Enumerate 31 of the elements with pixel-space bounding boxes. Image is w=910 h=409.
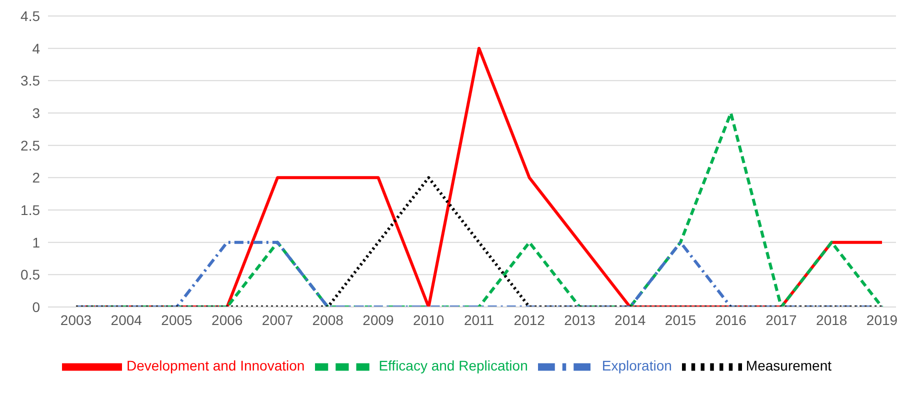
- x-tick-label: 2007: [262, 312, 294, 328]
- x-tick-label: 2003: [60, 312, 92, 328]
- x-tick-label: 2019: [866, 312, 898, 328]
- x-tick-label: 2005: [161, 312, 193, 328]
- y-tick-label: 1.5: [20, 202, 40, 218]
- x-tick-label: 2010: [413, 312, 444, 328]
- y-tick-label: 4.5: [20, 8, 40, 24]
- legend-label: Measurement: [746, 358, 832, 374]
- x-tick-label: 2011: [464, 312, 494, 328]
- y-tick-label: 4: [32, 40, 40, 56]
- x-tick-label: 2012: [514, 312, 546, 328]
- x-tick-label: 2013: [564, 312, 596, 328]
- legend-label: Development and Innovation: [126, 358, 305, 374]
- y-tick-label: 0: [32, 298, 40, 315]
- legend-label: Exploration: [602, 358, 672, 374]
- y-tick-label: 1: [32, 234, 40, 250]
- x-tick-label: 2017: [766, 312, 798, 328]
- y-tick-label: 3: [32, 104, 40, 121]
- legend-label: Efficacy and Replication: [378, 358, 528, 374]
- y-tick-label: 2: [32, 170, 40, 186]
- x-tick-label: 2008: [312, 312, 344, 328]
- x-tick-label: 2018: [816, 312, 848, 328]
- y-tick-label: 3.5: [20, 72, 40, 89]
- x-tick-label: 2016: [715, 312, 747, 328]
- y-tick-label: 2.5: [20, 137, 40, 154]
- x-tick-label: 2006: [212, 312, 243, 328]
- x-tick-label: 2009: [362, 312, 394, 328]
- x-tick-label: 2004: [110, 312, 142, 328]
- y-tick-label: 0.5: [20, 266, 40, 283]
- x-tick-label: 2014: [614, 312, 646, 328]
- x-tick-label: 2015: [664, 312, 696, 328]
